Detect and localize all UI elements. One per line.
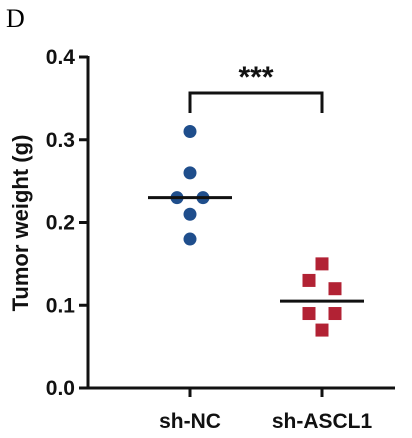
sh-nc-data-point (183, 207, 197, 221)
sh-ascl1-data-point (315, 257, 329, 271)
y-tick-label: 0.2 (46, 212, 75, 235)
panel-label: D (6, 4, 25, 33)
x-category-label: sh-NC (159, 410, 221, 433)
sh-ascl1-data-point (328, 282, 342, 296)
x-category-label: sh-ASCL1 (272, 410, 373, 433)
sh-ascl1-data-point (328, 307, 342, 321)
chart-axes (86, 56, 395, 390)
mean-lines (148, 196, 364, 303)
y-axis-title: Tumor weight (g) (8, 135, 33, 312)
data-points (170, 124, 342, 337)
sh-nc-data-point (183, 166, 197, 180)
sh-ascl1-data-point (302, 307, 316, 321)
y-tick-label: 0.1 (46, 294, 76, 317)
sh-ascl1-data-point (302, 273, 316, 287)
significance-bracket: *** (188, 61, 324, 113)
y-axis-ticks: 0.0 0.1 0.2 0.3 0.4 (46, 46, 88, 400)
y-tick-label: 0.3 (46, 129, 75, 152)
y-tick-label: 0.4 (46, 46, 76, 69)
x-axis-category-labels: sh-NC sh-ASCL1 (159, 388, 372, 433)
sh-nc-data-point (183, 232, 197, 246)
significance-bracket-line (188, 91, 324, 113)
y-tick-label: 0.0 (46, 377, 75, 400)
significance-stars: *** (238, 61, 273, 94)
sh-ascl1-data-point (315, 323, 329, 337)
sh-nc-data-point (183, 124, 197, 138)
